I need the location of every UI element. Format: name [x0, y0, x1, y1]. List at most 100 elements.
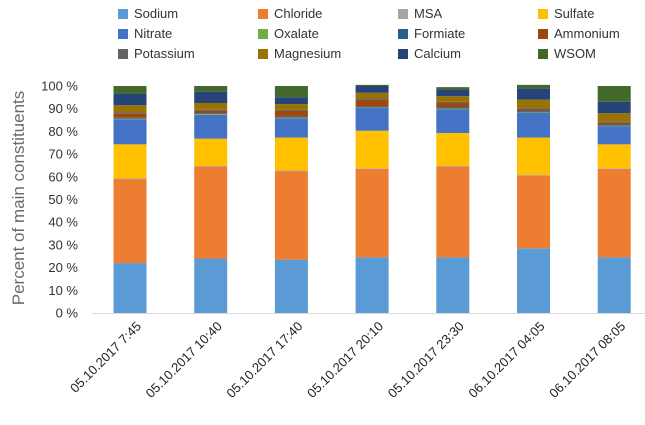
bar-segment-msa	[597, 168, 631, 169]
y-tick-label: 100 %	[41, 79, 78, 94]
legend-swatch-wsom	[538, 49, 548, 59]
bar-segment-wsom	[113, 86, 147, 94]
bar-segment-oxalate	[113, 118, 147, 120]
x-tick-label: 06.10.2017 08:05	[546, 319, 628, 401]
bar-segment-magnesium	[113, 105, 147, 113]
bar-segment-formiate	[436, 107, 470, 109]
bar-segment-nitrate	[436, 109, 470, 133]
y-tick-label: 10 %	[48, 283, 78, 298]
bar-segment-chloride	[517, 175, 550, 249]
legend-swatch-oxalate	[258, 29, 268, 39]
bar-segment-msa	[274, 170, 308, 172]
legend-label-magnesium: Magnesium	[274, 46, 341, 61]
bar-segment-sulfate	[274, 137, 308, 171]
y-tick-label: 70 %	[48, 147, 78, 162]
bar-segment-chloride	[194, 166, 228, 259]
bar-segment-chloride	[355, 168, 389, 258]
bar-segment-oxalate	[436, 108, 470, 110]
bar-segment-magnesium	[355, 92, 389, 99]
bar-segment-formiate	[517, 110, 550, 112]
bar-segment-formiate	[194, 113, 228, 115]
legend-item-wsom: WSOM	[538, 46, 596, 61]
x-tick-label: 05.10.2017 23:30	[385, 319, 467, 401]
bar-segment-magnesium	[194, 103, 228, 110]
bar-segment-calcium	[436, 89, 470, 97]
bar-segment-ammonium	[517, 108, 550, 111]
bar-segment-ammonium	[355, 99, 389, 107]
legend-item-formiate: Formiate	[398, 26, 465, 41]
bar-segment-sodium	[355, 257, 389, 313]
bar-segment-sulfate	[436, 132, 470, 166]
bar-segment-chloride	[113, 179, 147, 264]
bar-segment-sodium	[436, 257, 470, 313]
legend-label-oxalate: Oxalate	[274, 26, 319, 41]
bar-segment-msa	[355, 168, 389, 169]
bar-segment-oxalate	[274, 117, 308, 119]
legend-item-chloride: Chloride	[258, 6, 322, 21]
bar-stack	[436, 87, 470, 313]
bar-segment-magnesium	[597, 113, 631, 122]
legend-item-sulfate: Sulfate	[538, 6, 594, 21]
bar-segment-nitrate	[597, 126, 631, 145]
bar-segment-sulfate	[597, 144, 631, 169]
bar-segment-calcium	[194, 91, 228, 104]
legend-label-sodium: Sodium	[134, 6, 178, 21]
bar-segment-calcium	[113, 93, 147, 106]
bar-segment-msa	[194, 165, 228, 167]
bar-segment-wsom	[274, 86, 308, 98]
bar-segment-sodium	[597, 257, 631, 313]
y-tick-label: 80 %	[48, 124, 78, 139]
bar-stack	[194, 86, 228, 313]
y-tick-label: 60 %	[48, 169, 78, 184]
y-axis: 0 % 10 % 20 % 30 % 40 % 50 % 60 % 70 % 80 % 90 % 1…	[41, 79, 78, 321]
legend-swatch-nitrate	[118, 29, 128, 39]
bar-segment-potassium	[597, 121, 631, 123]
legend-label-formiate: Formiate	[414, 26, 465, 41]
bar-segment-wsom	[436, 87, 470, 90]
legend-swatch-sulfate	[538, 9, 548, 19]
bar-segment-chloride	[436, 166, 470, 258]
bar-segment-formiate	[113, 117, 147, 119]
bar-segment-potassium	[436, 101, 470, 104]
legend-swatch-potassium	[118, 49, 128, 59]
bar-segment-wsom	[597, 86, 631, 102]
bar-segment-ammonium	[274, 110, 308, 117]
legend-swatch-msa	[398, 9, 408, 19]
bar-segment-potassium	[113, 112, 147, 114]
bar-segment-magnesium	[517, 99, 550, 108]
legend-swatch-magnesium	[258, 49, 268, 59]
legend-swatch-calcium	[398, 49, 408, 59]
bar-segment-sodium	[113, 263, 147, 313]
bar-segment-formiate	[355, 106, 389, 108]
bar-segment-formiate	[597, 124, 631, 126]
bar-segment-potassium	[355, 98, 389, 100]
y-axis-title: Percent of main constituents	[9, 91, 28, 306]
legend-item-nitrate: Nitrate	[118, 26, 172, 41]
legend-item-potassium: Potassium	[118, 46, 195, 61]
bar-segment-magnesium	[274, 104, 308, 110]
bar-segment-potassium	[274, 109, 308, 111]
bar-segment-oxalate	[355, 107, 389, 109]
bar-segment-oxalate	[517, 111, 550, 113]
bar-segment-ammonium	[194, 110, 228, 114]
bars	[113, 84, 631, 313]
legend-label-potassium: Potassium	[134, 46, 195, 61]
bar-segment-nitrate	[517, 112, 550, 138]
bar-segment-sulfate	[194, 138, 228, 166]
x-tick-label: 05.10.2017 20:10	[304, 319, 386, 401]
y-tick-label: 40 %	[48, 215, 78, 230]
bar-segment-formiate	[274, 116, 308, 118]
bar-segment-sulfate	[113, 144, 147, 179]
bar-segment-wsom	[194, 86, 228, 92]
bar-segment-oxalate	[194, 114, 228, 115]
bar-segment-nitrate	[113, 119, 147, 145]
bar-segment-nitrate	[355, 108, 389, 131]
legend-item-magnesium: Magnesium	[258, 46, 341, 61]
x-tick-label: 05.10.2017 10:40	[143, 319, 225, 401]
x-tick-label: 05.10.2017 7:45	[67, 319, 144, 396]
bar-stack	[517, 84, 550, 313]
bar-segment-potassium	[517, 107, 550, 109]
bar-segment-calcium	[517, 88, 550, 100]
legend-swatch-sodium	[118, 9, 128, 19]
